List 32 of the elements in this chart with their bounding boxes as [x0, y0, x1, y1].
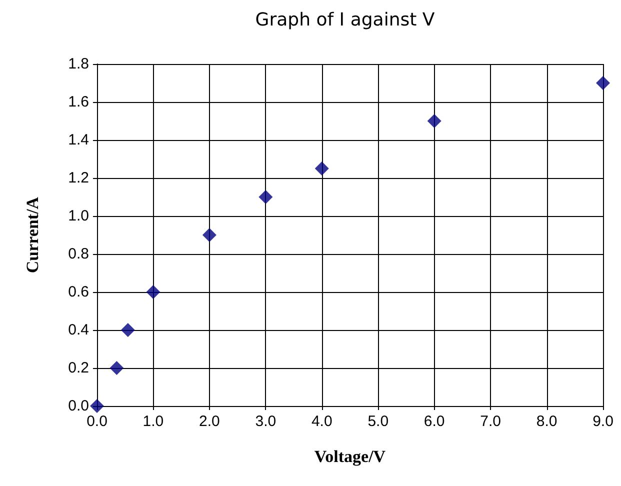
y-tick-label: 1.4 [68, 132, 89, 148]
x-tick-label: 8.0 [536, 413, 558, 430]
y-tick-label: 0.0 [68, 398, 89, 414]
point [314, 162, 329, 176]
point [258, 190, 273, 204]
x-tick-label: 4.0 [311, 413, 332, 430]
chart-title: Graph of I against V [255, 10, 436, 30]
y-tick-label: 1.0 [68, 208, 89, 224]
x-tick-label: 5.0 [368, 413, 389, 430]
x-tick-label: 6.0 [424, 413, 445, 430]
y-tick-label: 1.8 [68, 56, 89, 72]
y-tick-label: 0.6 [68, 284, 89, 300]
y-tick-label: 0.8 [68, 246, 89, 262]
point [596, 76, 610, 90]
point [110, 361, 124, 375]
y-tick-label: 0.4 [68, 322, 89, 338]
point [202, 228, 216, 242]
x-tick-label: 7.0 [480, 413, 501, 430]
point [146, 285, 160, 299]
y-axis-title: Current/A [23, 196, 42, 274]
point [90, 399, 104, 413]
x-tick-label: 0.0 [86, 413, 108, 430]
x-axis-title: Voltage/V [314, 447, 386, 466]
y-tick-label: 0.2 [68, 360, 89, 376]
x-tick-label: 3.0 [255, 413, 276, 430]
x-tick-label: 1.0 [142, 413, 164, 430]
y-tick-label: 1.2 [68, 170, 89, 186]
y-tick-label: 1.6 [68, 94, 89, 110]
point [120, 323, 135, 337]
x-tick-label: 2.0 [199, 413, 220, 430]
point [427, 114, 442, 128]
x-tick-label: 9.0 [592, 413, 614, 430]
